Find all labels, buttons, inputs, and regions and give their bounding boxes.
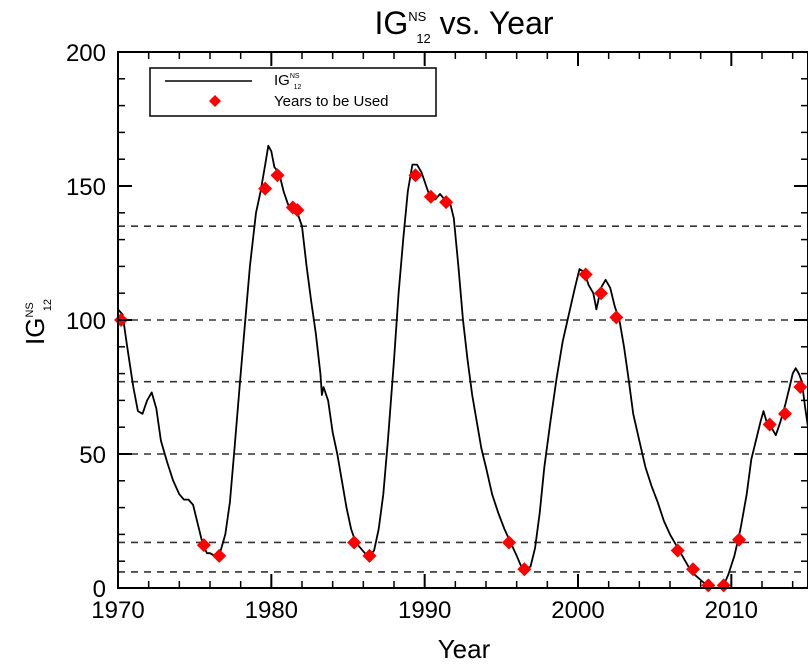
data-marker	[578, 267, 593, 282]
legend-marker-swatch	[209, 95, 221, 107]
data-marker	[502, 535, 516, 550]
series-line	[117, 144, 808, 589]
x-axis-label: Year	[438, 634, 491, 664]
title-base: IG	[374, 5, 408, 41]
y-tick-label: 50	[79, 442, 106, 469]
data-marker	[762, 417, 777, 432]
data-marker	[778, 406, 792, 421]
data-marker	[362, 548, 377, 563]
data-marker	[701, 578, 716, 593]
y-tick-label: 100	[66, 308, 106, 335]
data-marker	[196, 538, 211, 553]
data-marker	[423, 189, 438, 204]
legend-entry-series: IGNS 12	[274, 72, 301, 91]
legend-box	[149, 67, 437, 117]
legend-entry-markers: Years to be Used	[274, 93, 389, 110]
data-marker	[686, 562, 700, 577]
data-marker	[270, 168, 285, 183]
chart-title: IGNS 12 vs. Year	[374, 5, 553, 46]
y-label-subscript: 12	[42, 299, 54, 311]
ig-ns-12-series	[117, 144, 808, 589]
data-marker	[212, 548, 227, 563]
x-tick-label: 2010	[705, 597, 758, 624]
legend: IGNS 12 Years to be Used	[149, 67, 437, 117]
axis-ticks	[117, 51, 808, 589]
data-marker	[594, 286, 608, 301]
data-marker	[347, 535, 362, 550]
x-tick-label: 1970	[91, 597, 144, 624]
reference-lines	[118, 225, 808, 573]
data-marker	[670, 543, 685, 558]
x-tick-label: 2000	[551, 597, 604, 624]
data-marker	[290, 203, 305, 218]
legend-series-superscript: NS	[290, 73, 300, 80]
title-subscript: 12	[416, 31, 430, 46]
data-marker	[716, 578, 731, 593]
data-marker	[793, 380, 808, 394]
title-rest: vs. Year	[431, 5, 554, 41]
data-marker	[517, 562, 532, 577]
x-tick-label: 1990	[398, 597, 451, 624]
data-marker	[732, 532, 746, 547]
y-tick-label: 150	[66, 174, 106, 201]
legend-series-subscript: 12	[294, 84, 302, 91]
data-marker	[408, 168, 423, 183]
x-tick-label: 1980	[245, 597, 298, 624]
legend-series-base: IG	[274, 72, 290, 89]
y-label-base: IG	[20, 318, 50, 345]
data-marker	[609, 310, 624, 325]
y-label-superscript: NS	[24, 302, 36, 317]
tick-labels: 1970 1980 1990 2000 2010 0 50 100 150 200	[66, 40, 758, 624]
y-tick-label: 0	[93, 576, 106, 603]
data-marker	[439, 195, 454, 210]
y-axis-label: IGNS 12	[20, 299, 54, 345]
title-superscript: NS	[408, 9, 426, 24]
y-tick-label: 200	[66, 40, 106, 67]
data-marker	[258, 181, 273, 196]
years-to-be-used-markers	[114, 168, 808, 593]
